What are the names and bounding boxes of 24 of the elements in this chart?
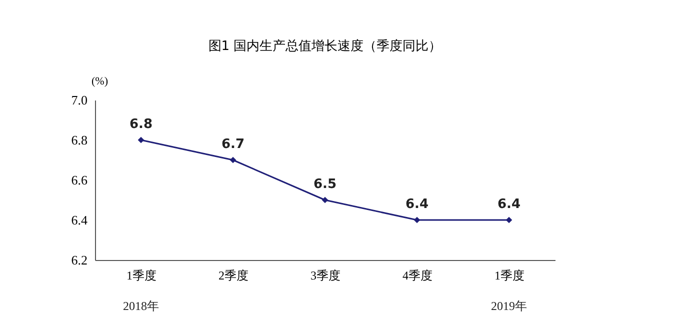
- text: 2019年: [491, 299, 527, 313]
- x-tick-label: 3季度: [310, 268, 340, 282]
- text: 2018年: [123, 299, 159, 313]
- y-tick-label: 6.8: [71, 132, 88, 148]
- chart-title: 图1 国内生产总值增长速度（季度同比）: [208, 38, 442, 54]
- data-label: 6.4: [405, 197, 429, 212]
- point: [138, 136, 144, 144]
- point: [414, 216, 420, 224]
- y-tick-label: 6.6: [71, 172, 88, 188]
- x-tick-label: 1季度: [494, 268, 524, 282]
- y-axis-title: (%): [92, 76, 108, 88]
- x-tick-label: 1季度: [126, 268, 156, 282]
- data-label: 6.4: [497, 197, 521, 212]
- data-label: 6.5: [313, 177, 337, 192]
- y-tick-label: 6.4: [71, 212, 88, 228]
- x-tick-label: 2季度: [218, 268, 248, 282]
- y-tick-label: 6.2: [71, 252, 88, 268]
- data-label: 6.8: [129, 117, 153, 132]
- x-tick-label: 4季度: [402, 268, 432, 282]
- point: [322, 196, 328, 204]
- point: [506, 216, 512, 224]
- y-tick-label: 7.0: [71, 92, 88, 108]
- point: [230, 156, 236, 164]
- data-label: 6.7: [221, 137, 245, 152]
